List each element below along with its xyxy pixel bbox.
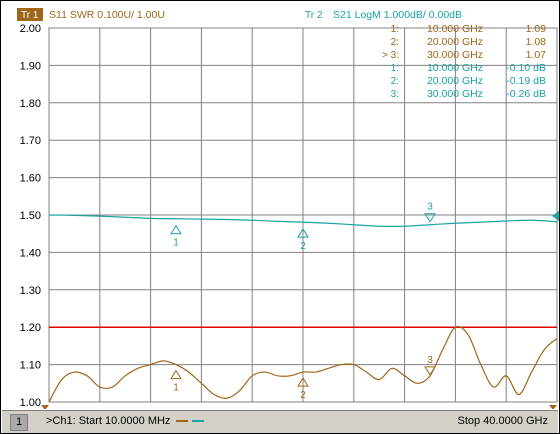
start-indicator-icon <box>41 405 49 409</box>
traces <box>48 214 558 403</box>
tr2-marker-1-label: 1: <box>391 63 399 74</box>
tr1-plot-marker-3-label: 3 <box>427 355 433 366</box>
trace1-label: Tr 1 <box>21 10 39 21</box>
trace2-label: Tr 2 <box>305 10 323 21</box>
tr1-plot-marker-2-icon[interactable] <box>297 377 309 387</box>
tr1-marker-1-value: 1.09 <box>526 23 547 35</box>
y-tick-label: 1.00 <box>20 397 41 409</box>
start-frequency-text: >Ch1: Start 10.0000 MHz <box>46 415 171 427</box>
tr1-plot-marker-1-icon[interactable] <box>170 369 182 380</box>
trace-plot: 2.00 1.90 1.80 1.70 1.60 1.50 1.40 1.30 1.20 1.10… <box>1 1 559 409</box>
channel-number[interactable]: 1 <box>10 414 28 431</box>
tr2-marker-2-value: -0.19 dB <box>506 75 546 87</box>
start-frequency[interactable]: >Ch1: Start 10.0000 MHz <box>46 415 208 427</box>
tr2-marker-2-freq: 20.000 GHz <box>427 75 483 87</box>
y-tick-label: 1.70 <box>20 135 41 147</box>
tr2-marker-1-value: -0.10 dB <box>506 62 546 74</box>
tr2-plot-marker-2-label: 2 <box>300 241 306 252</box>
y-tick-label: 1.60 <box>20 173 41 185</box>
stop-indicator-icon <box>549 405 557 409</box>
trace2-header: S21 LogM 1.000dB/ 0.00dB <box>333 9 462 21</box>
y-tick-label: 1.40 <box>20 247 41 259</box>
marker-table: 1: 10.000 GHz 1.09 2: 20.000 GHz 1.08 > 3: 30.0… <box>382 23 546 100</box>
tr1-plot-marker-1-label: 1 <box>173 383 179 394</box>
tr1-marker-2-value: 1.08 <box>526 36 547 48</box>
y-tick-label: 1.30 <box>20 285 41 297</box>
tr1-marker-1-freq: 10.000 GHz <box>427 23 483 35</box>
y-tick-label: 1.20 <box>20 322 41 334</box>
tr1-marker-3-label: > 3: <box>382 50 399 61</box>
tr2-marker-3-value: -0.26 dB <box>506 88 546 100</box>
tr2-marker-2-label: 2: <box>391 76 399 87</box>
tr2-marker-3-freq: 30.000 GHz <box>427 88 483 100</box>
y-tick-label: 1.80 <box>20 98 41 110</box>
tr2-marker-1-freq: 10.000 GHz <box>427 62 483 74</box>
tr2-plot-marker-1-label: 1 <box>173 238 179 249</box>
plot-markers: 1 2 3 1 2 3 <box>170 202 436 401</box>
reference-position-icon <box>552 211 559 221</box>
y-tick-label: 2.00 <box>20 23 41 35</box>
tr1-marker-2-label: 2: <box>391 37 399 48</box>
tr2-plot-marker-1-icon[interactable] <box>170 224 182 235</box>
tr1-marker-3-freq: 30.000 GHz <box>427 49 483 61</box>
y-axis-ticks: 2.00 1.90 1.80 1.70 1.60 1.50 1.40 1.30 1.20 1.10… <box>20 23 41 409</box>
tr2-plot-marker-3-icon[interactable] <box>424 213 436 223</box>
stop-frequency[interactable]: Stop 40.0000 GHz <box>457 415 548 427</box>
trace1-header: S11 SWR 0.100U/ 1.00U <box>49 9 165 21</box>
grid <box>48 27 558 403</box>
trace-1-line <box>48 325 558 403</box>
y-tick-label: 1.10 <box>20 360 41 372</box>
y-tick-label: 1.90 <box>20 60 41 72</box>
tr1-plot-marker-2-label: 2 <box>300 390 306 401</box>
trace-legend-icon <box>175 420 204 423</box>
tr1-marker-2-freq: 20.000 GHz <box>427 36 483 48</box>
status-bar: 1 >Ch1: Start 10.0000 MHz Stop 40.0000 G… <box>2 410 558 433</box>
tr2-marker-3-label: 3: <box>391 89 399 100</box>
tr1-plot-marker-3-icon[interactable] <box>424 366 436 376</box>
trace-2-line <box>48 214 558 228</box>
tr1-marker-3-value: 1.07 <box>526 49 547 61</box>
tr2-plot-marker-2-icon[interactable] <box>297 228 309 238</box>
tr1-marker-1-label: 1: <box>391 24 399 35</box>
trace1-badge[interactable] <box>17 8 43 21</box>
y-tick-label: 1.50 <box>20 210 41 222</box>
tr2-plot-marker-3-label: 3 <box>427 202 433 213</box>
